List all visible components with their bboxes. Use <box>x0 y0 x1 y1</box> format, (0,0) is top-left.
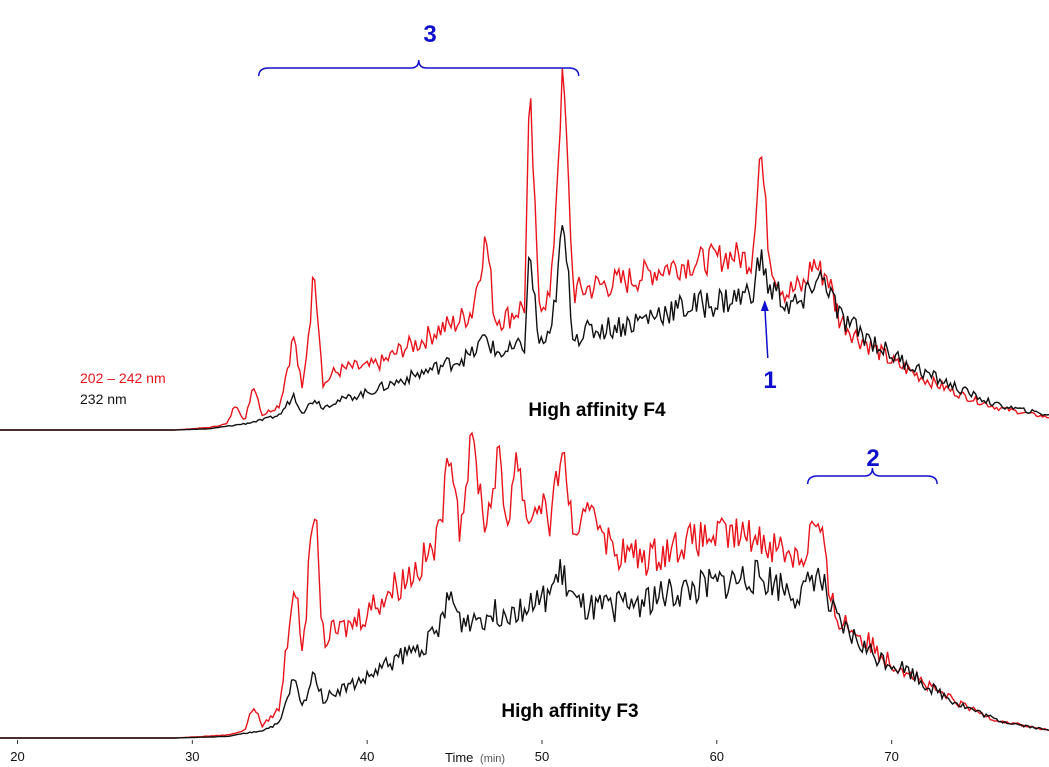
annotation-arrow-1 <box>764 305 769 359</box>
annotation-label-3: 3 <box>423 21 436 48</box>
x-axis: 20 30 40 50 60 70 <box>10 740 899 764</box>
trace-232nm-f3 <box>0 559 1049 739</box>
panel-f3 <box>0 431 1049 739</box>
x-axis-label: Time <box>445 750 473 765</box>
x-tick-label-20: 20 <box>10 749 24 764</box>
panel-f4 <box>0 68 1049 431</box>
x-tick-label-70: 70 <box>884 749 898 764</box>
annotation-label-1: 1 <box>763 367 776 394</box>
trace-232nm-f4 <box>0 225 1049 431</box>
annotation-bracket-3 <box>258 59 580 77</box>
annotation-bracket-2 <box>806 467 938 485</box>
x-tick-label-40: 40 <box>360 749 374 764</box>
legend-entry-232: 232 nm <box>80 391 127 407</box>
x-axis-title: Time (min) <box>445 750 505 765</box>
annotation-arrowhead-1 <box>760 300 769 311</box>
x-tick-label-30: 30 <box>185 749 199 764</box>
annotation-label-2: 2 <box>866 445 879 472</box>
panel-label-f4: High affinity F4 <box>528 400 666 421</box>
panel-label-f3: High affinity F3 <box>501 701 638 722</box>
trace-layer <box>0 68 1049 739</box>
x-tick-label-60: 60 <box>710 749 724 764</box>
legend-entry-202-242: 202 – 242 nm <box>80 370 166 386</box>
x-tick-label-50: 50 <box>535 749 549 764</box>
annotation-layer <box>258 59 938 485</box>
x-axis-unit: (min) <box>480 753 505 765</box>
trace-202-242nm-f3 <box>0 431 1049 739</box>
